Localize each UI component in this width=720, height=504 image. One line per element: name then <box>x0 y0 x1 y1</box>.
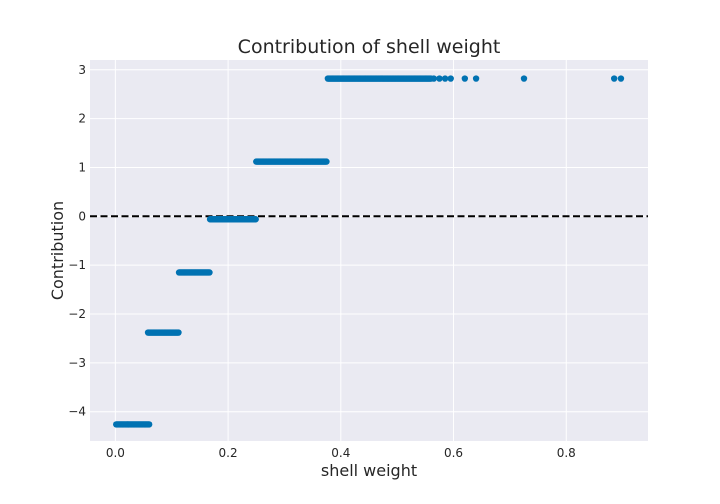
data-point <box>520 75 528 82</box>
x-tick-label: 0.0 <box>106 446 125 460</box>
y-tick-label: 0 <box>78 209 86 223</box>
data-point <box>617 75 625 82</box>
data-point <box>436 75 443 82</box>
x-tick-label: 0.2 <box>219 446 238 460</box>
data-point <box>472 75 480 82</box>
x-tick-label: 0.4 <box>331 446 350 460</box>
x-tick-label: 0.6 <box>444 446 463 460</box>
y-tick-label: −3 <box>68 356 86 370</box>
y-tick-label: −1 <box>68 258 86 272</box>
x-tick-label: 0.8 <box>557 446 576 460</box>
data-point <box>441 75 449 82</box>
data-points <box>113 75 625 428</box>
y-tick-label: 3 <box>78 63 86 77</box>
y-tick-label: 2 <box>78 112 86 126</box>
y-tick-labels: −4 −3 −2 −1 0 1 2 3 <box>68 63 86 419</box>
chart-title: Contribution of shell weight <box>238 36 501 58</box>
data-point <box>323 158 330 165</box>
x-tick-labels: 0.0 0.2 0.4 0.6 0.8 <box>106 446 576 460</box>
y-axis-label: Contribution <box>48 201 67 300</box>
plot-area <box>90 60 648 441</box>
y-tick-label: 1 <box>78 160 86 174</box>
data-point <box>145 421 153 428</box>
y-tick-label: −4 <box>68 405 86 419</box>
data-point <box>175 329 182 336</box>
data-point <box>610 75 618 82</box>
data-point <box>447 75 454 82</box>
data-point <box>252 216 259 223</box>
x-axis-label: shell weight <box>321 461 417 480</box>
y-tick-label: −2 <box>68 307 86 321</box>
data-point <box>206 269 213 276</box>
data-point <box>430 75 438 82</box>
data-point <box>461 75 469 82</box>
